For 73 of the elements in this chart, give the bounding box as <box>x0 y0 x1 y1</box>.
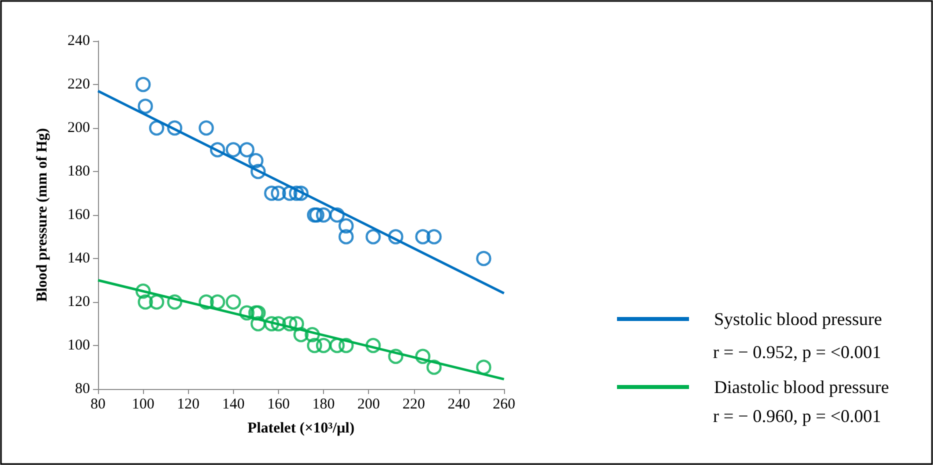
text: r = − 0.952, p = <0.001 <box>713 342 882 362</box>
x-axis-title: Platelet (×10³/μl) <box>248 420 354 436</box>
point <box>198 294 214 310</box>
point <box>210 294 226 310</box>
point <box>366 229 381 244</box>
y-tick-label: 240 <box>68 33 90 49</box>
y-tick-label: 120 <box>68 294 90 310</box>
legend-label: Systolic blood pressure <box>714 309 882 329</box>
x-tick-label: 100 <box>132 396 154 412</box>
y-tick-label: 180 <box>68 164 90 180</box>
point <box>239 305 254 320</box>
point <box>226 294 241 310</box>
point <box>250 316 266 332</box>
point <box>167 294 182 310</box>
y-tick-label: 200 <box>68 120 90 136</box>
point <box>138 98 153 114</box>
point <box>248 153 264 168</box>
x-tick-label: 220 <box>402 396 426 412</box>
point <box>316 338 332 354</box>
point <box>304 327 320 342</box>
y-axis-title: Blood pressure (mm of Hg) <box>34 128 50 302</box>
point <box>415 229 430 244</box>
point <box>316 207 332 223</box>
point <box>198 120 214 136</box>
point <box>293 186 309 201</box>
point <box>338 218 354 234</box>
point <box>138 294 153 310</box>
point <box>282 316 298 332</box>
point <box>270 186 286 201</box>
point <box>426 229 442 244</box>
point <box>270 316 286 332</box>
y-tick-label: 80 <box>75 381 90 397</box>
point <box>210 142 226 158</box>
point <box>288 186 304 201</box>
point <box>366 338 381 354</box>
y-tick-label: 140 <box>68 250 90 266</box>
x-tick-label: 240 <box>448 396 470 412</box>
point <box>226 142 241 158</box>
point <box>415 348 430 364</box>
point <box>167 120 182 136</box>
legend-label: Diastolic blood pressure <box>714 377 889 397</box>
point <box>288 316 304 332</box>
text: r = − 0.960, p = <0.001 <box>713 406 882 426</box>
point <box>338 338 354 354</box>
x-tick-label: 160 <box>267 396 290 412</box>
point <box>476 360 492 375</box>
x-tick-label: 200 <box>357 396 380 412</box>
y-tick-label: 160 <box>68 207 90 223</box>
point <box>330 207 345 223</box>
point <box>264 316 280 332</box>
point <box>149 120 164 136</box>
point <box>136 76 151 92</box>
point <box>388 229 404 244</box>
point <box>250 164 266 180</box>
x-tick-label: 120 <box>176 396 200 412</box>
point <box>149 294 164 310</box>
point <box>330 338 345 354</box>
point <box>388 348 404 364</box>
point <box>306 338 322 354</box>
point <box>264 186 280 201</box>
point <box>293 327 309 342</box>
y-tick-label: 220 <box>68 76 90 92</box>
x-tick-label: 140 <box>222 396 245 412</box>
point <box>239 142 254 158</box>
x-tick-label: 180 <box>312 396 335 412</box>
point <box>282 186 298 201</box>
point <box>426 360 442 375</box>
y-tick-label: 100 <box>68 338 90 354</box>
point <box>136 284 151 299</box>
x-tick-label: 80 <box>90 396 106 412</box>
point <box>476 250 492 266</box>
x-tick-label: 260 <box>492 396 516 412</box>
point <box>338 229 354 244</box>
